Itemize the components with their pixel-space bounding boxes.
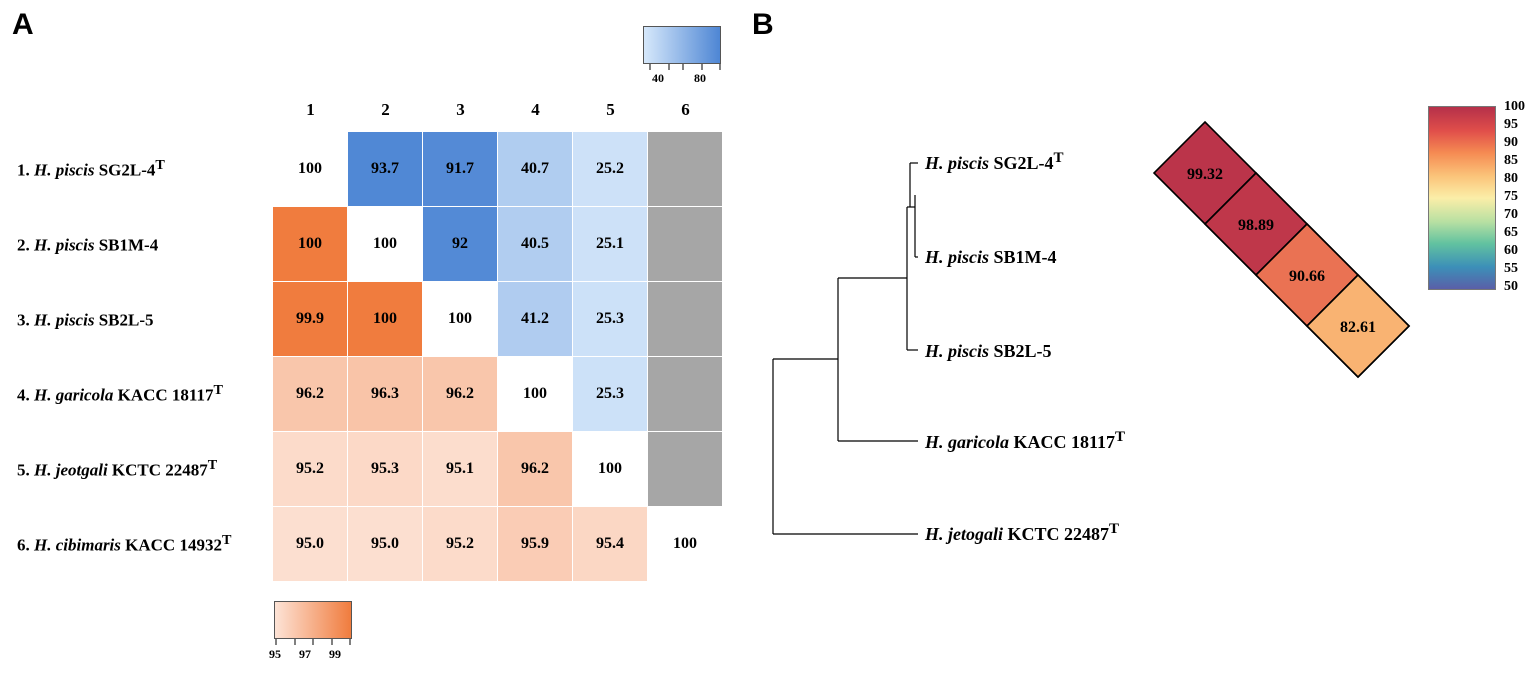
heatmap-cell: 95.2	[273, 432, 347, 506]
tree-label: H. piscis SB1M-4	[925, 247, 1057, 267]
tree-label: H. jetogali KCTC 22487T	[925, 521, 1120, 544]
heatmap-cell: 91.7	[423, 132, 497, 206]
panel-a-letter: A	[12, 8, 34, 41]
heatmap-cell: 25.1	[573, 207, 647, 281]
heatmap-cell: 25.3	[573, 282, 647, 356]
row-label: 5. H. jeotgali KCTC 22487T	[17, 457, 218, 480]
heatmap-cell: 96.2	[273, 357, 347, 431]
tree-label: H. piscis SB2L-5	[925, 341, 1052, 361]
colorbar-tick: 55	[1504, 261, 1518, 276]
heatmap-cell: 100	[648, 507, 722, 581]
colorbar-tick: 65	[1504, 225, 1518, 240]
heatmap-cell	[648, 432, 722, 506]
heatmap-cell: 100	[348, 282, 422, 356]
colorbar-tick: 99	[329, 647, 341, 661]
tree-label: H. garicola KACC 18117T	[925, 429, 1126, 452]
diamond-cell-label: 98.89	[1238, 217, 1274, 234]
heatmap-cell	[648, 132, 722, 206]
heatmap-cell: 100	[348, 207, 422, 281]
colorbar-blue	[643, 26, 721, 64]
heatmap-cell: 96.2	[423, 357, 497, 431]
diamond-cell	[1305, 273, 1411, 379]
colorbar-tick: 40	[652, 71, 664, 85]
colorbar-tick: 80	[694, 71, 706, 85]
heatmap-cell: 95.4	[573, 507, 647, 581]
heatmap-cell: 40.5	[498, 207, 572, 281]
heatmap-cell: 96.2	[498, 432, 572, 506]
heatmap-cell	[648, 282, 722, 356]
diamond-cell-label: 99.32	[1187, 166, 1223, 183]
heatmap-cell: 41.2	[498, 282, 572, 356]
heatmap-cell: 99.9	[273, 282, 347, 356]
colorbar-tick: 95	[269, 647, 281, 661]
row-label: 6. H. cibimaris KACC 14932T	[17, 532, 232, 555]
colorbar-tick: 90	[1504, 135, 1518, 150]
heatmap-cell: 100	[273, 207, 347, 281]
column-label: 3	[456, 100, 465, 119]
diamond-cell-label: 82.61	[1340, 319, 1376, 336]
colorbar-tick: 100	[1504, 99, 1525, 114]
colorbar-tick: 60	[1504, 243, 1518, 258]
heatmap-cell: 100	[573, 432, 647, 506]
heatmap-cell: 95.9	[498, 507, 572, 581]
colorbar-tick: 85	[1504, 153, 1518, 168]
heatmap-cell: 100	[498, 357, 572, 431]
panel-b-letter: B	[752, 8, 774, 41]
colorbar-orange	[274, 601, 352, 639]
heatmap-cell	[648, 207, 722, 281]
diamond-cell-label: 90.66	[1289, 268, 1325, 285]
heatmap-cell	[648, 357, 722, 431]
tree-label: H. piscis SG2L-4T	[925, 150, 1064, 173]
heatmap-cell: 40.7	[498, 132, 572, 206]
row-label: 2. H. piscis SB1M-4	[17, 235, 159, 255]
heatmap-cell: 100	[423, 282, 497, 356]
colorbar-tick: 95	[1504, 117, 1518, 132]
colorbar-tick: 80	[1504, 171, 1518, 186]
row-label: 3. H. piscis SB2L-5	[17, 310, 154, 330]
column-label: 4	[531, 100, 540, 119]
heatmap-cell: 93.7	[348, 132, 422, 206]
heatmap-cell: 95.1	[423, 432, 497, 506]
colorbar-rainbow	[1428, 106, 1496, 290]
column-label: 5	[606, 100, 615, 119]
heatmap-cell: 95.0	[273, 507, 347, 581]
heatmap-cell: 92	[423, 207, 497, 281]
column-label: 2	[381, 100, 390, 119]
column-label: 6	[681, 100, 690, 119]
colorbar-tick: 50	[1504, 279, 1518, 294]
heatmap-cell: 25.2	[573, 132, 647, 206]
row-label: 1. H. piscis SG2L-4T	[17, 157, 165, 180]
heatmap-cell: 25.3	[573, 357, 647, 431]
colorbar-tick: 97	[299, 647, 311, 661]
colorbar-tick: 70	[1504, 207, 1518, 222]
colorbar-tick: 75	[1504, 189, 1518, 204]
heatmap-cell: 96.3	[348, 357, 422, 431]
column-label: 1	[306, 100, 315, 119]
heatmap-cell: 95.2	[423, 507, 497, 581]
heatmap-cell: 100	[273, 132, 347, 206]
heatmap-cell: 95.0	[348, 507, 422, 581]
heatmap-cell: 95.3	[348, 432, 422, 506]
row-label: 4. H. garicola KACC 18117T	[17, 382, 223, 405]
